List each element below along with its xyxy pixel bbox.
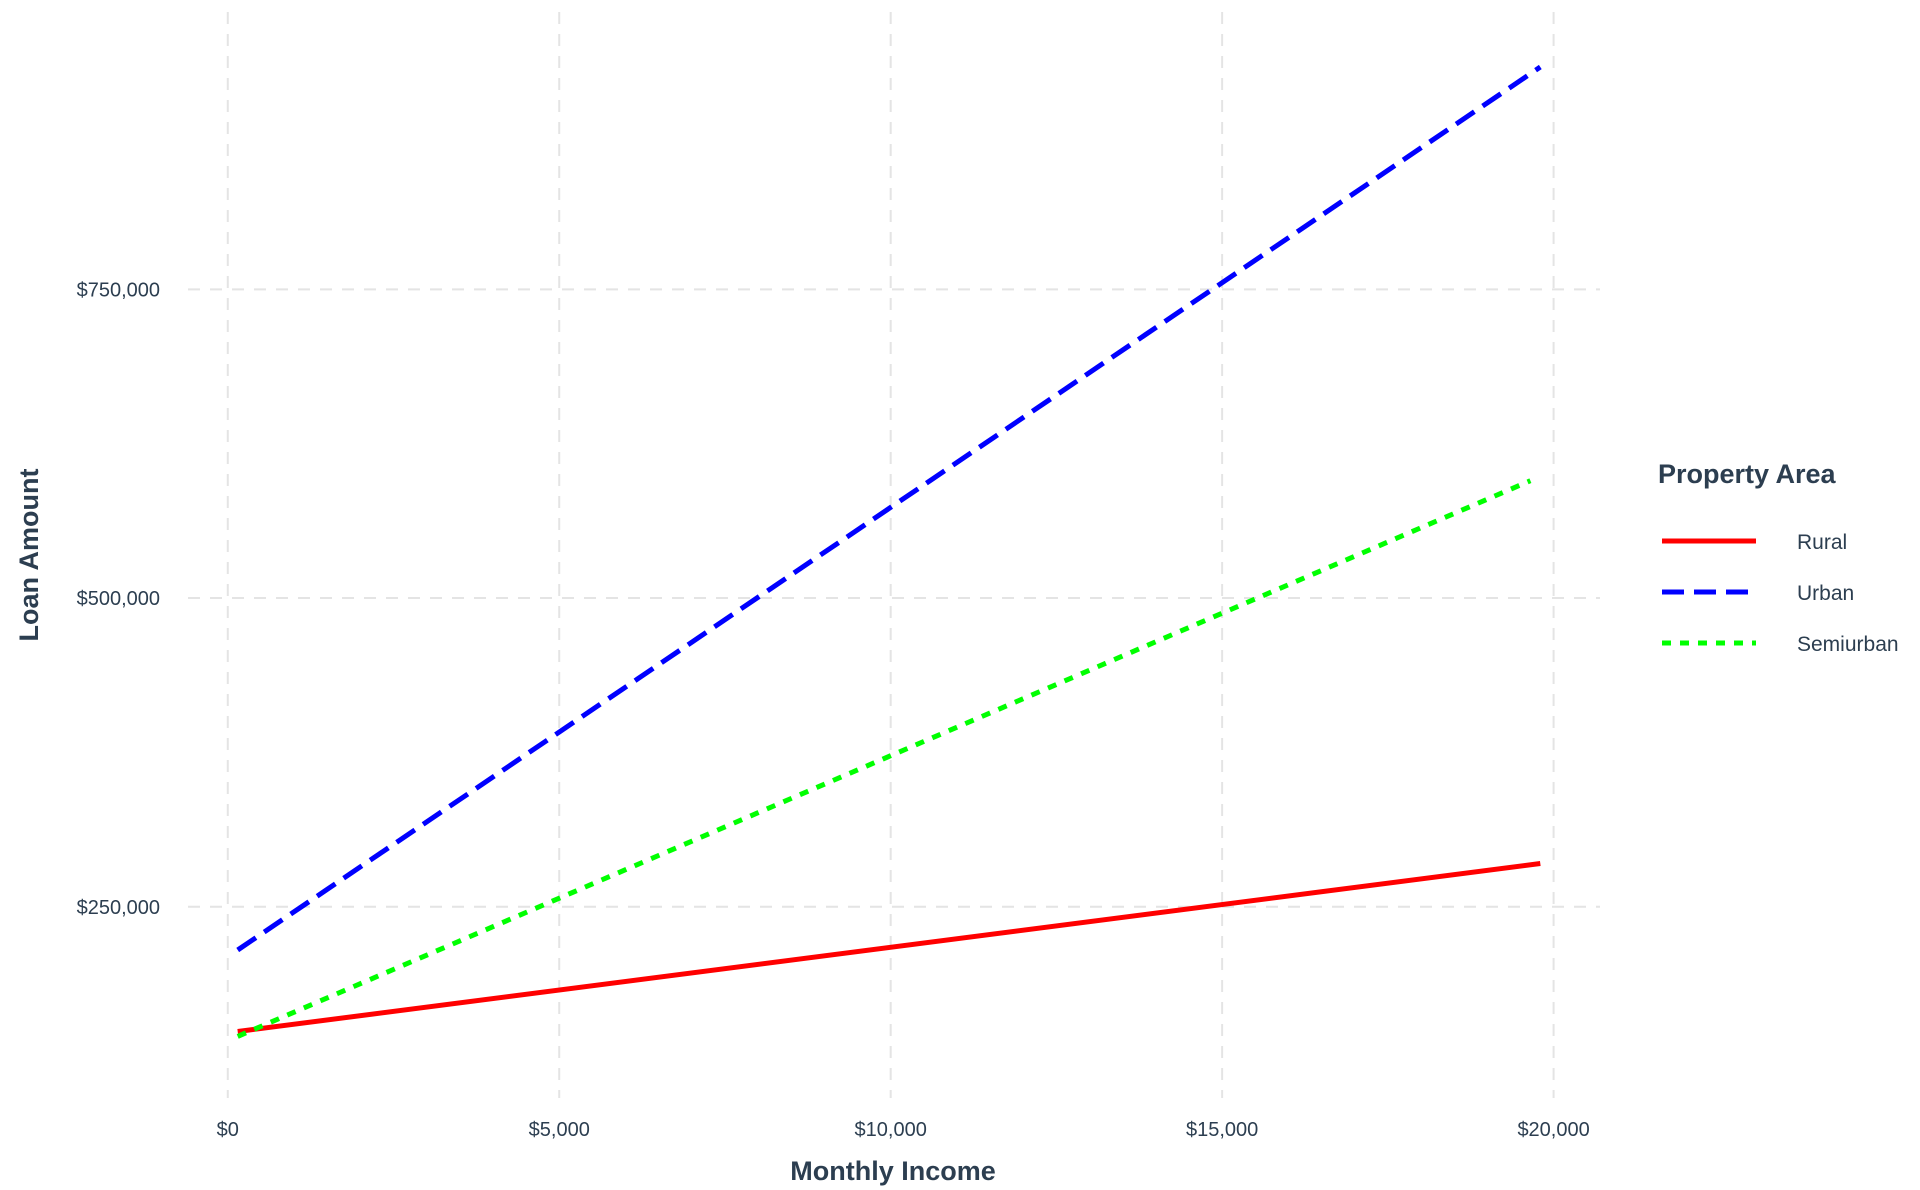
x-tick-label: $5,000 bbox=[529, 1119, 590, 1141]
legend-title: Property Area bbox=[1658, 459, 1837, 489]
series-line-urban bbox=[236, 64, 1542, 953]
legend-items: Rural Urban Semiurban bbox=[1662, 531, 1899, 656]
x-tick-label: $10,000 bbox=[855, 1119, 927, 1141]
series-line-rural bbox=[237, 861, 1541, 1034]
grid-lines bbox=[188, 12, 1600, 1098]
x-axis-title: Monthly Income bbox=[790, 1156, 996, 1186]
y-tick-label: $250,000 bbox=[77, 897, 160, 919]
y-axis-title: Loan Amount bbox=[14, 469, 44, 642]
x-tick-label: $20,000 bbox=[1517, 1119, 1589, 1141]
y-tick-label: $750,000 bbox=[77, 279, 160, 301]
legend-label: Rural bbox=[1797, 531, 1847, 554]
y-axis-ticks: $250,000 $500,000 $750,000 bbox=[77, 279, 160, 918]
legend-label: Semiurban bbox=[1797, 633, 1899, 656]
legend-item-urban: Urban bbox=[1662, 582, 1854, 605]
series-line-semiurban bbox=[236, 478, 1532, 1039]
legend-item-rural: Rural bbox=[1662, 531, 1847, 554]
legend-item-semiurban: Semiurban bbox=[1662, 633, 1899, 656]
legend-label: Urban bbox=[1797, 582, 1854, 605]
y-tick-label: $500,000 bbox=[77, 588, 160, 610]
legend: Property Area Rural Urban Semiurban bbox=[1658, 459, 1899, 656]
x-tick-label: $15,000 bbox=[1186, 1119, 1258, 1141]
x-tick-label: $0 bbox=[217, 1119, 239, 1141]
series-lines bbox=[236, 64, 1542, 1039]
x-axis-ticks: $0 $5,000 $10,000 $15,000 $20,000 bbox=[217, 1119, 1590, 1141]
